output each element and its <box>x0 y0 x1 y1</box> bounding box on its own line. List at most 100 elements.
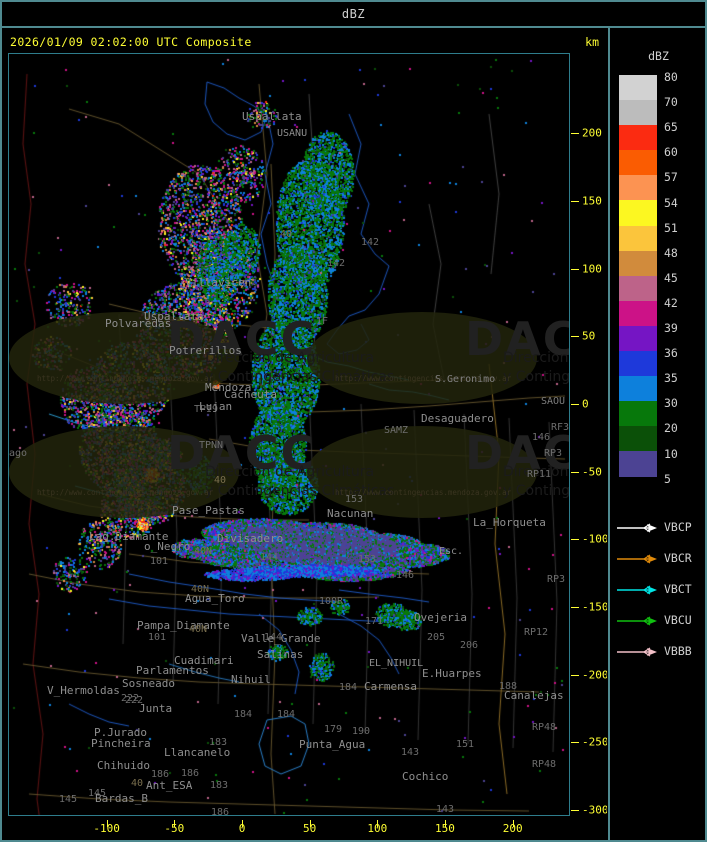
y-axis-tick <box>571 809 579 811</box>
y-axis-tick <box>571 404 579 405</box>
y-axis-tick-label: -200 <box>582 668 607 682</box>
panel-divider <box>608 28 610 840</box>
radar-coverage-lobe <box>9 426 239 518</box>
y-axis-tick-label: -150 <box>582 600 607 614</box>
x-axis-tick-label: 150 <box>435 822 455 835</box>
y-axis-tick-label: -100 <box>582 532 607 546</box>
y-axis-tick-label: 0 <box>582 397 589 411</box>
color-scale-swatch[interactable] <box>619 376 657 402</box>
color-scale-label: 30 <box>664 396 678 411</box>
color-scale-swatch[interactable] <box>619 426 657 452</box>
color-scale-swatch[interactable] <box>619 175 657 201</box>
color-scale-swatch[interactable] <box>619 100 657 126</box>
window-title-bar: dBZ <box>0 0 707 27</box>
color-scale-label: 48 <box>664 245 678 260</box>
y-axis-tick-label: 150 <box>582 194 602 208</box>
map-inner: DACCDACCDACCDACCDireccion de Agricultura… <box>9 54 569 815</box>
y-axis-tick-label: 100 <box>582 262 602 276</box>
color-scale-label: 54 <box>664 195 678 210</box>
color-scale-swatch[interactable] <box>619 200 657 226</box>
color-scale-label: 20 <box>664 421 678 436</box>
color-scale-label: 39 <box>664 321 678 335</box>
y-axis-tick <box>571 133 579 135</box>
color-scale-swatch[interactable] <box>619 125 657 151</box>
color-scale-label: 51 <box>664 220 678 235</box>
vector-legend-row: VBCU <box>616 608 704 635</box>
vector-legend-label: VBBB <box>664 644 692 658</box>
color-scale-swatch[interactable] <box>619 325 657 352</box>
wind-barb-arrow-icon <box>617 523 657 533</box>
x-axis-tick-label: 50 <box>303 822 317 835</box>
color-scale-label: 60 <box>664 145 678 160</box>
x-axis-tick <box>444 820 446 827</box>
color-scale-label: 35 <box>664 371 678 386</box>
wind-barb-arrow-icon <box>617 554 657 564</box>
color-scale-swatch[interactable] <box>619 150 657 176</box>
color-scale-swatch[interactable] <box>619 250 657 276</box>
radar-coverage-lobe <box>307 426 537 518</box>
x-axis-tick-label: 200 <box>502 822 523 835</box>
color-scale-swatch[interactable] <box>619 225 657 251</box>
y-axis-tick-label: 200 <box>582 126 602 140</box>
color-scale-label: 5 <box>664 471 671 486</box>
wind-barb-arrow-icon <box>617 585 657 595</box>
x-axis-tick <box>174 820 176 827</box>
x-axis-tick-label: -100 <box>93 822 120 835</box>
y-axis-tick <box>571 606 579 608</box>
timestamp-label: 2026/01/09 02:02:00 UTC Composite <box>10 35 252 49</box>
x-axis-tick <box>242 820 243 827</box>
color-scale-label: 45 <box>664 270 678 285</box>
x-axis-tick-label: 100 <box>367 822 388 835</box>
map-viewport[interactable]: DACCDACCDACCDACCDireccion de Agricultura… <box>8 53 570 816</box>
color-scale-label: 36 <box>664 346 678 361</box>
vector-legend-label: VBCU <box>664 613 692 627</box>
frame-top <box>0 0 707 2</box>
y-axis-tick <box>571 268 579 270</box>
color-scale-label: 70 <box>664 95 678 110</box>
y-axis-tick <box>571 742 579 744</box>
y-axis-tick <box>571 674 579 676</box>
y-axis-tick <box>571 539 579 541</box>
y-axis-tick <box>571 336 579 338</box>
color-scale-label: 42 <box>664 295 678 310</box>
y-axis-tick <box>571 201 579 202</box>
color-scale-label: 80 <box>664 70 678 84</box>
color-scale-swatch[interactable] <box>619 275 657 301</box>
x-axis-tick <box>106 820 108 827</box>
wind-barb-arrow-icon <box>617 647 657 657</box>
color-scale-swatch[interactable] <box>619 300 657 326</box>
x-axis-tick <box>377 820 379 827</box>
vector-legend-label: VBCT <box>664 582 692 596</box>
radar-coverage-lobe <box>9 312 239 404</box>
vector-legend-label: VBCR <box>664 551 692 565</box>
color-scale-label: 65 <box>664 120 678 135</box>
titlebar-divider <box>0 26 707 28</box>
vector-legend-row: VBCR <box>616 546 704 573</box>
x-axis-tick-label: 0 <box>238 822 246 835</box>
color-scale-label: 10 <box>664 446 678 461</box>
page-title: dBZ <box>341 6 366 21</box>
y-axis-tick-label: -300 <box>582 803 607 817</box>
vector-legend-row: VBCT <box>616 577 704 604</box>
vector-legend-label: VBCP <box>664 520 692 534</box>
wind-barb-arrow-icon <box>617 616 657 626</box>
y-axis-unit-label: km <box>585 35 599 49</box>
x-axis-tick <box>309 820 311 827</box>
color-scale-swatch[interactable] <box>619 351 657 377</box>
radar-coverage-lobe <box>307 312 537 404</box>
color-scale-swatch[interactable] <box>619 401 657 427</box>
color-scale-swatch[interactable] <box>619 75 657 101</box>
y-axis-tick-label: -50 <box>582 465 602 479</box>
y-axis-tick <box>571 471 579 473</box>
legend-title: dBZ <box>648 49 669 63</box>
x-axis-tick-label: -50 <box>164 822 185 835</box>
y-axis-tick-label: -250 <box>582 735 607 749</box>
y-axis-tick-label: 50 <box>582 329 596 343</box>
color-scale[interactable] <box>619 75 657 477</box>
color-scale-swatch[interactable] <box>619 451 657 477</box>
vector-legend-row: VBCP <box>616 515 704 542</box>
vector-legend-row: VBBB <box>616 639 704 666</box>
color-scale-label: 57 <box>664 170 678 185</box>
frame-left <box>0 0 2 842</box>
